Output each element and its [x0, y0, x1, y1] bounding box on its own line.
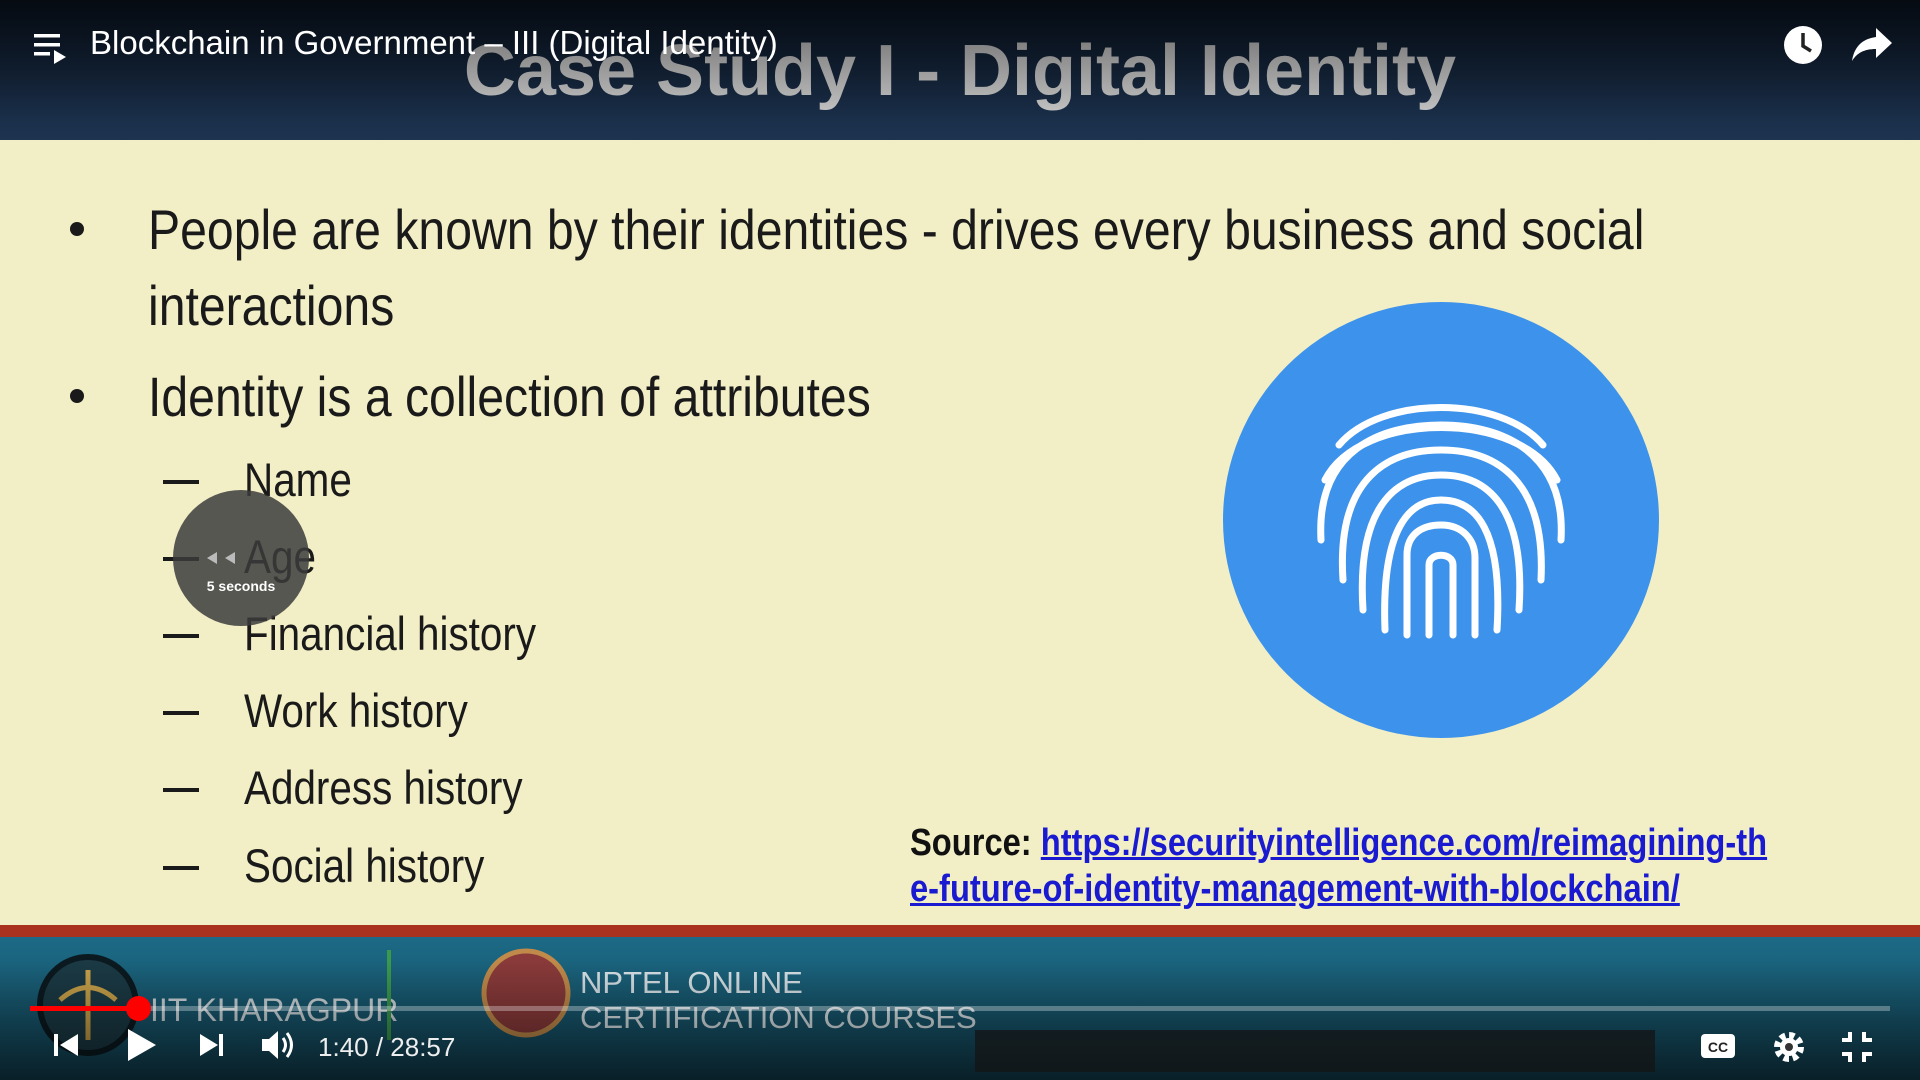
source-label: Source:	[910, 822, 1032, 864]
taskbar-overlay	[975, 1030, 1655, 1072]
source: Source: https://securityintelligence.com…	[910, 820, 1770, 912]
seek-hint: 5 seconds	[206, 578, 276, 594]
progress-track[interactable]	[30, 1006, 1890, 1011]
time-display: 1:40 / 28:57	[318, 1032, 456, 1062]
previous-button[interactable]	[52, 1030, 82, 1060]
attribute: Social history	[244, 839, 485, 892]
exit-fullscreen-button[interactable]	[1840, 1030, 1874, 1064]
bullet-text: Identity is a collection of attributes	[148, 365, 871, 428]
fingerprint-image	[1223, 302, 1659, 738]
bullet-text: People are known by their identities - d…	[148, 198, 1645, 337]
svg-text:CC: CC	[1708, 1039, 1728, 1055]
play-button[interactable]	[124, 1026, 158, 1064]
seek-overlay	[173, 490, 309, 626]
share-icon[interactable]	[1850, 26, 1894, 64]
attribute: Address history	[244, 761, 523, 814]
bullet-dot	[70, 389, 84, 403]
volume-button[interactable]	[260, 1028, 296, 1062]
next-button[interactable]	[196, 1030, 226, 1060]
progress-played	[30, 1006, 138, 1011]
dash	[163, 634, 199, 638]
attribute: Financial history	[244, 607, 537, 660]
watch-later-icon[interactable]	[1782, 24, 1824, 66]
top-shade	[0, 0, 1920, 120]
video-title[interactable]: Blockchain in Government – III (Digital …	[90, 24, 778, 61]
dash	[163, 788, 199, 792]
settings-button[interactable]	[1772, 1030, 1806, 1064]
captions-button[interactable]: CC	[1700, 1032, 1736, 1060]
attribute: Work history	[244, 684, 468, 737]
dash	[163, 480, 199, 484]
bullet-dot	[70, 222, 84, 236]
slide-divider	[0, 925, 1920, 937]
scrubber[interactable]	[126, 996, 151, 1021]
dash	[163, 711, 199, 715]
source-link[interactable]: https://securityintelligence.com/reimagi…	[910, 822, 1768, 910]
dash	[163, 866, 199, 870]
playlist-icon[interactable]	[32, 30, 68, 66]
